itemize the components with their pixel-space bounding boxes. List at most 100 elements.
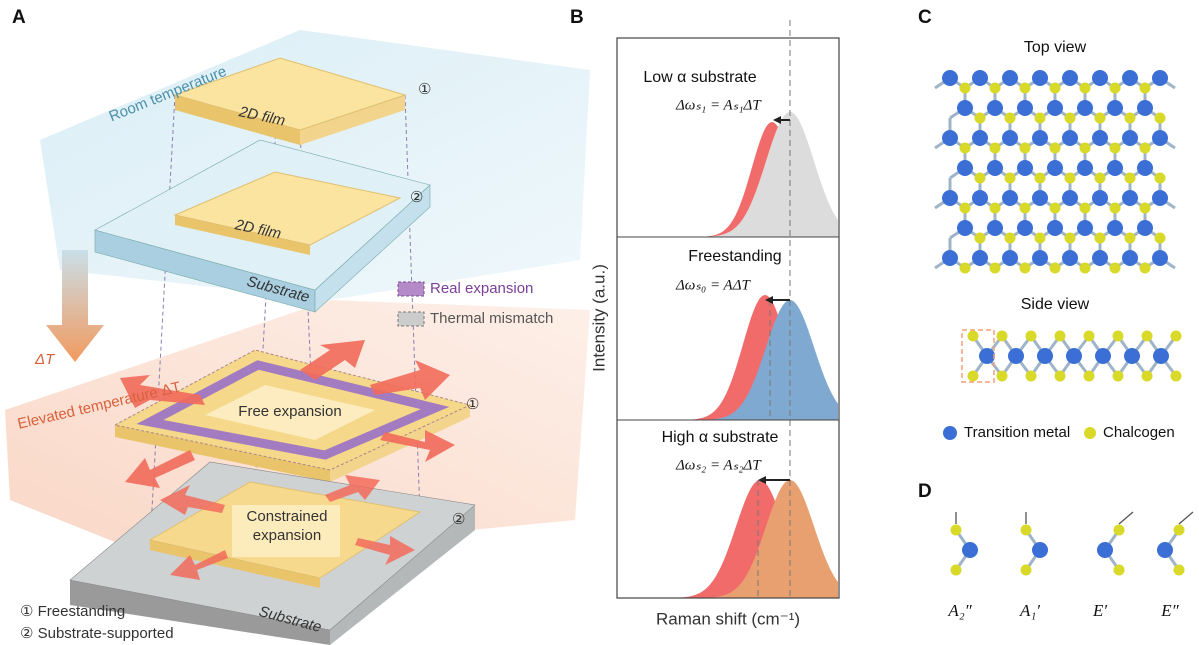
metal-atom [957, 100, 973, 116]
panel-label: B [570, 7, 584, 28]
metal-atom [942, 190, 958, 206]
metal-atom [1095, 348, 1111, 364]
metal-atom [1152, 250, 1168, 266]
chalcogen-atom [1080, 263, 1091, 274]
metal-atom [1032, 250, 1048, 266]
chalcogen-atom [1080, 143, 1091, 154]
metal-atom [1002, 190, 1018, 206]
metal-atom [1122, 190, 1138, 206]
metal-atom [1137, 160, 1153, 176]
metal-atom [1092, 250, 1108, 266]
metal-atom [1107, 220, 1123, 236]
chalcogen-atom [960, 143, 971, 154]
metal-atom [979, 348, 995, 364]
chalcogen-atom [1005, 113, 1016, 124]
metal-atom [1047, 100, 1063, 116]
metal-atom [1137, 220, 1153, 236]
chalcogen-atom [1142, 331, 1153, 342]
chalcogen-atom [1155, 173, 1166, 184]
chalcogen-atom [1050, 203, 1061, 214]
chalcogen-atom [990, 143, 1001, 154]
region-label: expansion [253, 527, 321, 544]
metal-atom [1002, 250, 1018, 266]
chalcogen-atom [968, 371, 979, 382]
chalcogen-atom [1110, 83, 1121, 94]
metal-atom [1002, 70, 1018, 86]
chalcogen-atom [1020, 203, 1031, 214]
metal-atom [987, 160, 1003, 176]
metal-atom [1097, 542, 1113, 558]
metal-atom [1122, 130, 1138, 146]
chalcogen-atom [1174, 525, 1185, 536]
chalcogen-atom [1026, 371, 1037, 382]
chalcogen-atom [1113, 371, 1124, 382]
metal-atom [962, 542, 978, 558]
key-entry: ① Freestanding [20, 603, 125, 620]
metal-atom [1107, 100, 1123, 116]
metal-atom [942, 130, 958, 146]
chalcogen-atom [1020, 143, 1031, 154]
metal-atom [1032, 542, 1048, 558]
panel-label: D [918, 481, 932, 502]
chalcogen-atom [1142, 371, 1153, 382]
chalcogen-atom [1171, 371, 1182, 382]
chalcogen-atom [997, 331, 1008, 342]
chalcogen-atom [1065, 113, 1076, 124]
delta-t: ΔT [34, 351, 56, 368]
metal-atom [942, 70, 958, 86]
metal-atom [1017, 220, 1033, 236]
panel-label: C [918, 7, 932, 28]
metal-atom [1077, 220, 1093, 236]
chalcogen-atom [1110, 203, 1121, 214]
metal-atom [972, 130, 988, 146]
peak [618, 112, 838, 237]
metal-atom [1062, 190, 1078, 206]
metal-atom [1047, 220, 1063, 236]
metal-atom [1008, 348, 1024, 364]
chalcogen-atom [1021, 565, 1032, 576]
chalcogen-atom [1125, 233, 1136, 244]
metal-atom [972, 250, 988, 266]
chalcogen-atom [990, 83, 1001, 94]
metal-atom [1017, 160, 1033, 176]
chalcogen-atom [1035, 173, 1046, 184]
chalcogen-atom [1110, 263, 1121, 274]
metal-atom [1062, 250, 1078, 266]
chalcogen-atom [1005, 173, 1016, 184]
equation: Δωₛ₁ = Aₛ₁ΔT [675, 97, 762, 113]
chalcogen-atom [1113, 331, 1124, 342]
metal-atom [1062, 130, 1078, 146]
chalcogen-atom [1055, 331, 1066, 342]
vibration-arrow [1119, 512, 1133, 524]
chalcogen-atom [951, 525, 962, 536]
mode-label: E″ [1160, 601, 1179, 620]
chalcogen-atom [990, 263, 1001, 274]
metal-atom [1037, 348, 1053, 364]
mode-label: A₂″ [947, 601, 972, 620]
modes [951, 512, 1194, 576]
chalcogen-atom [1095, 173, 1106, 184]
metal-atom [1047, 160, 1063, 176]
chalcogen-atom [997, 371, 1008, 382]
metal-atom [942, 250, 958, 266]
chalcogen-atom [960, 203, 971, 214]
legend-label: Transition metal [964, 424, 1070, 441]
metal-atom [1122, 250, 1138, 266]
chalcogen-atom [1125, 113, 1136, 124]
legend-label: Thermal mismatch [430, 310, 553, 327]
chalcogen-atom [1114, 525, 1125, 536]
lattice [935, 70, 1182, 382]
metal-atom [1066, 348, 1082, 364]
metal-atom [1092, 130, 1108, 146]
view-title: Top view [1024, 39, 1087, 56]
metal-atom [1032, 130, 1048, 146]
chalcogen-atom [1065, 173, 1076, 184]
chalcogen-atom [1020, 263, 1031, 274]
vibration-arrow [1179, 512, 1193, 524]
chalcogen-atom [1140, 83, 1151, 94]
chalcogen-atom [968, 331, 979, 342]
metal-atom [1002, 130, 1018, 146]
chalcogen-atom [960, 263, 971, 274]
metal-atom [1032, 190, 1048, 206]
chalcogen-atom [1140, 263, 1151, 274]
